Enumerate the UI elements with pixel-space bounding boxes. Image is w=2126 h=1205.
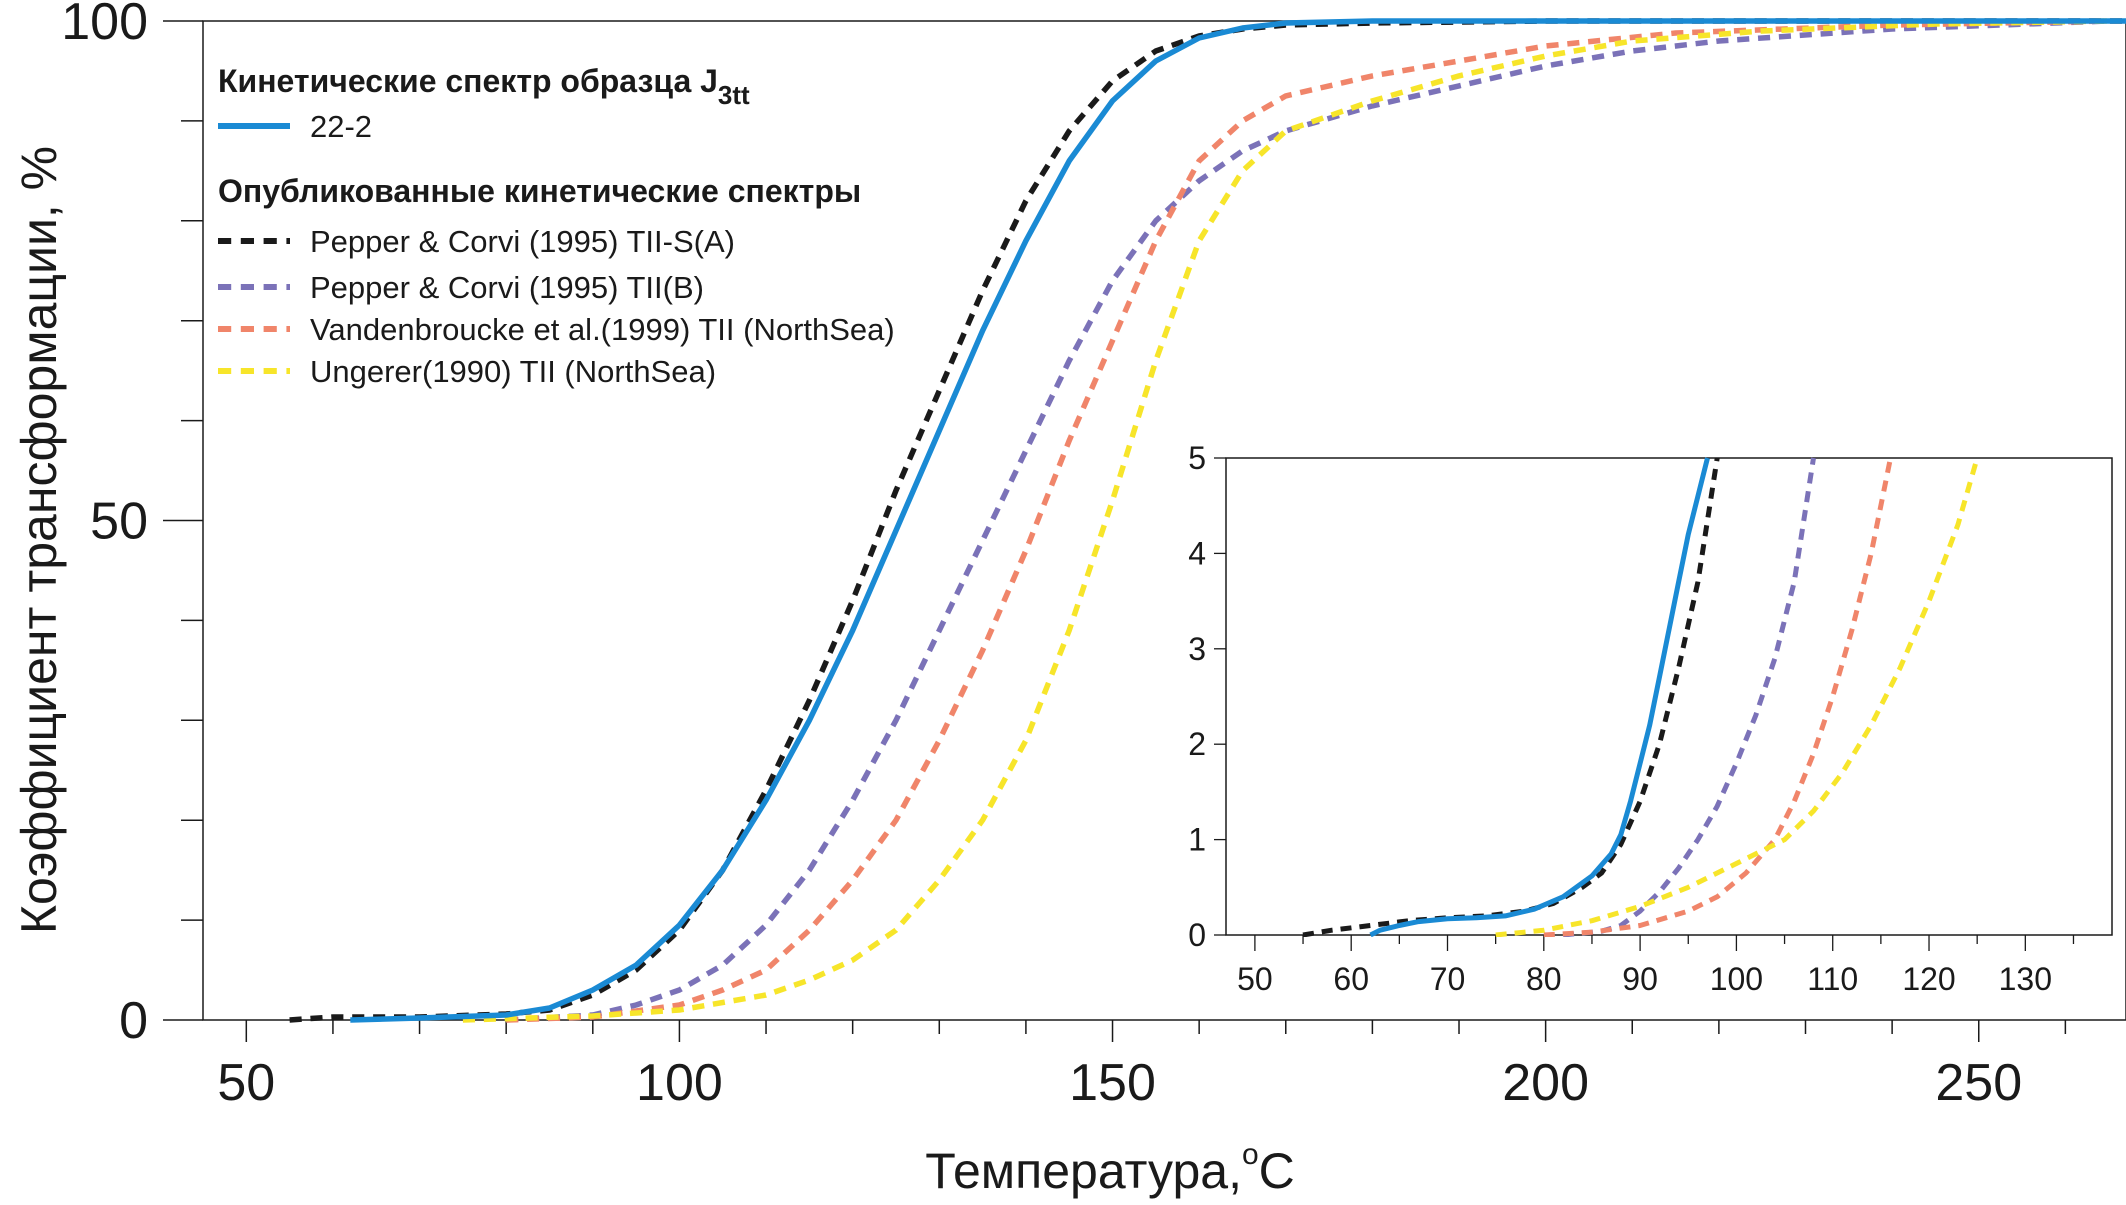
x-tick-label: 200: [1502, 1054, 1589, 1112]
legend-label-1: Pepper & Corvi (1995) TII-S(A): [310, 224, 735, 259]
inset-x-tick-label: 120: [1902, 961, 1955, 997]
inset-series-line-4: [1495, 457, 1980, 937]
inset-series-line-3: [1543, 457, 1893, 937]
y-axis-title: Коэффициент трансформации, %: [11, 146, 67, 934]
inset-y-tick-label: 3: [1188, 631, 1206, 667]
inset-y-tick-label: 4: [1188, 535, 1206, 571]
inset-x-tick-label: 50: [1237, 961, 1273, 997]
legend-label-0: 22-2: [310, 109, 372, 144]
legend-published-title: Опубликованные кинетические спектры: [218, 173, 861, 209]
legend-label-3: Vandenbroucke et al.(1999) TII (NorthSea…: [310, 312, 895, 347]
legend-sample-title: Кинетические спектр образца J3tt: [218, 63, 750, 110]
inset-x-tick-label: 100: [1710, 961, 1763, 997]
legend-sample-title-sub: 3tt: [718, 80, 750, 110]
x-axis-title-degree: o: [1242, 1138, 1259, 1171]
series-line-0: [350, 18, 2126, 1023]
inset-y-tick-label: 1: [1188, 822, 1206, 858]
legend: Кинетические спектр образца J3tt22-2Опуб…: [218, 63, 895, 389]
x-axis-title-unit: C: [1259, 1143, 1295, 1199]
y-tick-label: 0: [119, 992, 148, 1050]
axis-titles: Коэффициент трансформации, % Температура,…: [11, 146, 1295, 1199]
x-tick-label: 100: [636, 1054, 723, 1112]
inset-series-line-2: [1562, 457, 1816, 937]
inset-y-tick-label: 5: [1188, 440, 1206, 476]
series-line-3: [506, 18, 2109, 1023]
x-tick-label: 250: [1935, 1054, 2022, 1112]
y-tick-label: 100: [61, 0, 148, 51]
inset-series-group: [1302, 457, 1980, 937]
x-axis-title-text: Температура,: [925, 1143, 1242, 1199]
inset-x-tick-label: 60: [1333, 961, 1369, 997]
y-tick-label: 50: [90, 493, 148, 551]
x-axis-title: Температура,oC: [925, 1138, 1295, 1199]
inset-y-tick-label: 2: [1188, 726, 1206, 762]
inset-series-line-0: [1369, 457, 1710, 937]
legend-label-2: Pepper & Corvi (1995) TII(B): [310, 270, 704, 305]
x-tick-label: 150: [1069, 1054, 1156, 1112]
legend-sample-title-main: Кинетические спектр образца J: [218, 63, 718, 99]
x-tick-label: 50: [217, 1054, 275, 1112]
inset-x-tick-label: 110: [1807, 961, 1858, 997]
inset-y-tick-label: 0: [1188, 917, 1206, 953]
inset-x-tick-label: 90: [1622, 961, 1658, 997]
inset-x-tick-label: 80: [1526, 961, 1562, 997]
inset-plot: 50 60 70 80 90 100 110 120 130 0 1 2 3 4 5: [1188, 440, 2113, 997]
legend-label-4: Ungerer(1990) TII (NorthSea): [310, 354, 716, 389]
inset-x-tick-label: 70: [1430, 961, 1466, 997]
series-line-4: [462, 18, 2109, 1023]
inset-x-tick-label: 130: [1999, 961, 2052, 997]
series-line-2: [506, 18, 2109, 1023]
